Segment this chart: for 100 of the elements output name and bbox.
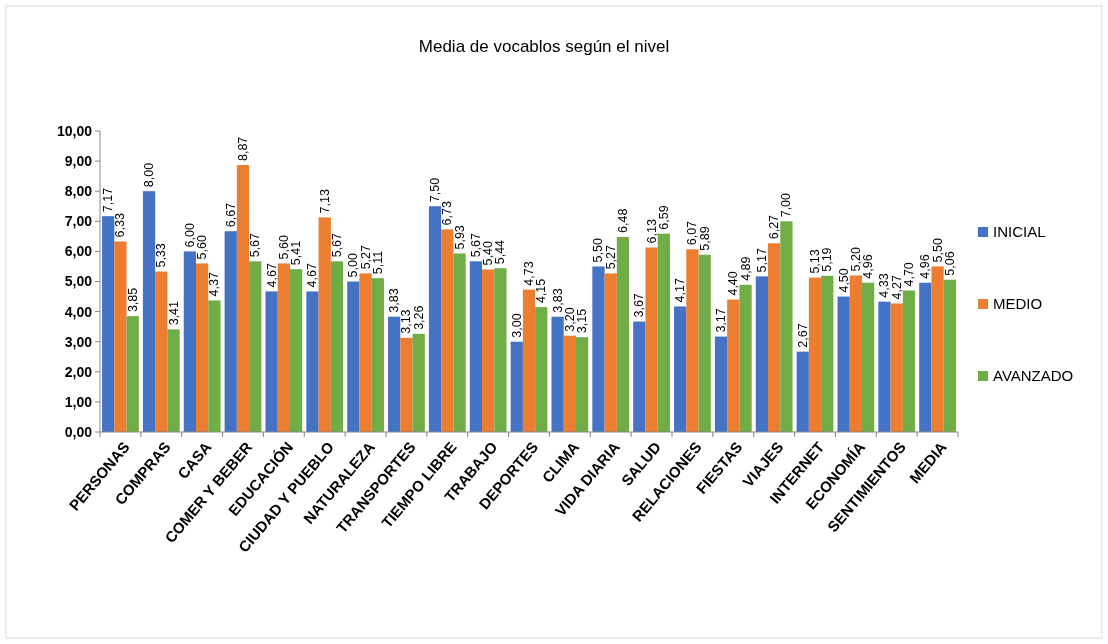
data-label: 5,11 [370,250,385,275]
data-label: 5,27 [603,245,618,270]
bar [277,263,290,432]
bar [510,341,523,432]
data-label: 3,20 [562,307,577,332]
bar [563,335,576,432]
bar [698,254,711,432]
data-label: 4,17 [673,278,688,303]
y-tick-label: 10,00 [56,122,93,139]
data-label: 3,67 [632,293,647,318]
bar [645,247,658,432]
bar [400,337,413,432]
bar [551,316,564,432]
bar [441,229,454,432]
bar [657,233,670,432]
data-label: 6,73 [440,201,455,226]
data-label: 6,33 [113,213,128,238]
data-label: 2,67 [795,323,810,348]
bar [674,306,687,432]
data-label: 5,50 [591,238,606,263]
data-label: 6,67 [223,202,238,228]
bar [943,279,956,432]
data-label: 4,73 [522,261,536,286]
bar [126,316,139,432]
bar [808,277,822,432]
bar [102,216,115,432]
data-label: 3,41 [166,300,181,326]
bar [739,284,752,432]
legend-label: MEDIO [993,295,1043,313]
bar [796,351,809,432]
data-label: 5,67 [329,232,344,258]
y-tick-label: 4,00 [64,303,93,320]
data-label: 3,26 [411,305,426,330]
data-label: 5,20 [848,247,863,272]
bar [167,329,180,432]
bar [318,217,331,432]
data-label: 7,13 [317,189,332,214]
y-tick-label: 7,00 [64,213,93,230]
data-label: 7,17 [101,187,116,213]
data-label: 5,17 [754,248,769,273]
legend-label: AVANZADO [993,367,1074,385]
bar [686,249,699,432]
legend-label: INICIAL [993,223,1046,241]
data-label: 6,27 [767,214,782,240]
data-label: 5,27 [358,245,373,270]
data-label: 5,06 [942,251,957,276]
bar [849,275,862,432]
bar [878,301,891,432]
data-label: 5,19 [820,247,835,272]
data-label: 4,27 [889,275,904,300]
bar [482,269,495,432]
data-label: 6,13 [644,219,659,244]
y-tick-label: 3,00 [64,333,93,350]
bar [359,273,372,432]
data-label: 7,00 [779,192,794,218]
data-label: 5,44 [493,239,508,265]
data-label: 4,40 [726,271,741,296]
y-tick-label: 5,00 [64,273,93,290]
bar [768,243,781,432]
bar [633,321,646,432]
data-label: 5,00 [346,253,361,278]
bar [265,291,278,432]
bar [306,291,319,432]
bar [183,251,197,432]
data-label: 5,50 [930,238,945,263]
bar [347,281,360,432]
data-label: 6,48 [615,208,630,233]
data-label: 4,50 [836,268,851,293]
data-label: 5,13 [808,249,822,274]
bar [236,165,250,432]
bar [821,275,834,432]
bar [114,241,127,432]
bar [330,261,344,432]
chart-title: Media de vocablos según el nivel [418,37,670,56]
data-label: 5,41 [289,240,304,266]
data-label: 4,70 [901,262,916,287]
bar [453,253,466,432]
data-label: 4,96 [918,254,933,279]
bar [755,276,769,432]
bar [142,191,156,432]
data-label: 5,67 [468,232,483,258]
data-label: 5,60 [195,235,210,260]
data-label: 4,89 [738,256,753,281]
data-label: 5,67 [248,232,263,258]
data-label: 6,59 [656,205,671,230]
y-tick-label: 6,00 [64,243,93,260]
data-label: 5,40 [481,241,496,266]
bar [522,289,536,432]
bar [890,303,903,432]
data-label: 4,67 [305,263,320,288]
bar [604,273,617,432]
bar [428,206,442,432]
data-label: 3,00 [509,313,524,338]
bar [289,269,303,432]
data-label: 3,83 [550,288,565,313]
data-label: 5,93 [452,225,467,250]
data-label: 4,96 [861,254,876,279]
data-label: 5,60 [276,235,291,260]
bar [616,236,630,432]
bar [208,300,221,432]
